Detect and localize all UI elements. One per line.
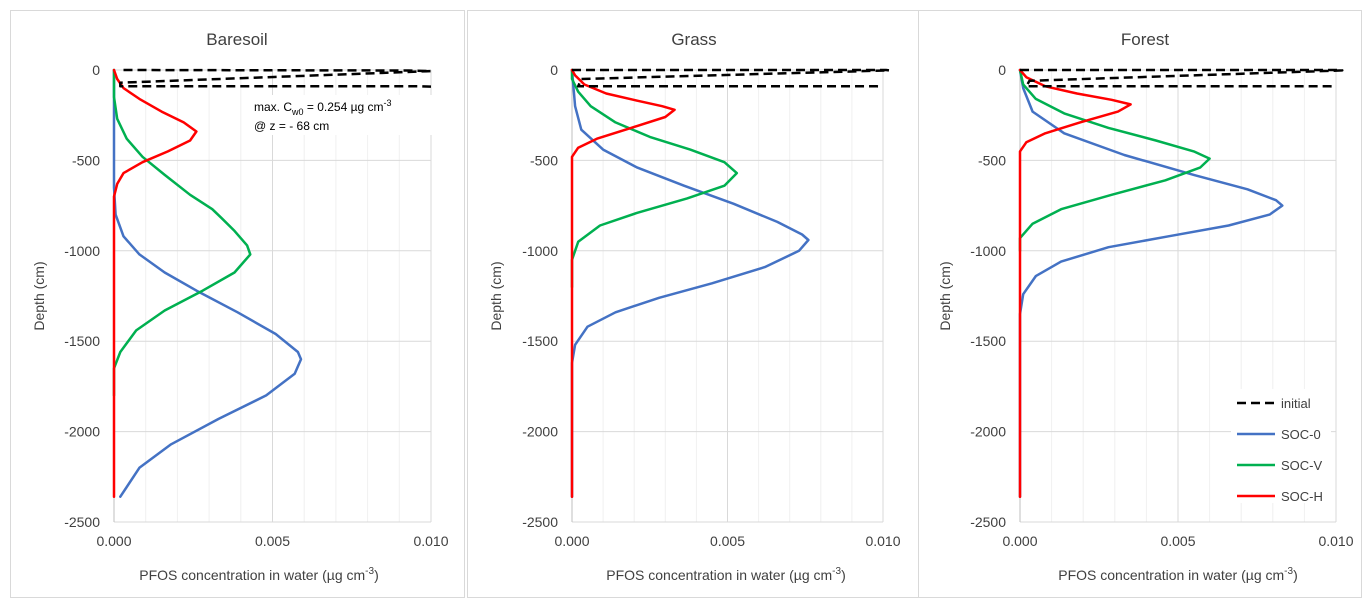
legend: initial SOC-0 SOC-V SOC-H xyxy=(1231,389,1331,504)
legend-label-soc-v: SOC-V xyxy=(1281,458,1323,473)
x-tick-label: 0.000 xyxy=(554,533,589,549)
y-tick-label: -2000 xyxy=(522,424,558,440)
panel-grass: 0 -500 -1000 -1500 -2000 -2500 0.000 0.005 0.010… xyxy=(488,30,901,583)
x-axis-label-superscript: -3 xyxy=(832,566,841,577)
x-axis-label-close: ) xyxy=(374,567,379,583)
y-tick-label: -500 xyxy=(530,152,558,168)
y-tick-label: -1500 xyxy=(522,333,558,349)
chart-title: Baresoil xyxy=(206,30,267,49)
series-line-soc-h xyxy=(1018,68,1132,498)
chart-title: Grass xyxy=(671,30,716,49)
series-line-soc-v xyxy=(112,68,252,397)
x-axis-label: PFOS concentration in water (µg cm-3) xyxy=(1058,566,1298,583)
series-line-soc-h xyxy=(570,68,676,498)
panel-baresoil: 0 -500 -1000 -1500 -2000 -2500 0.000 0.005 0.010… xyxy=(31,30,449,583)
annotation-subscript: w0 xyxy=(291,107,304,117)
y-tick-label: 0 xyxy=(998,62,1006,78)
y-tick-label: -1000 xyxy=(64,243,100,259)
annotation-text: max. C xyxy=(254,100,292,114)
panel-forest: 0 -500 -1000 -1500 -2000 -2500 0.000 0.005 0.010… xyxy=(937,30,1354,583)
series-line-soc-h xyxy=(112,68,198,498)
y-tick-label: -1000 xyxy=(970,243,1006,259)
x-axis-label: PFOS concentration in water (µg cm-3) xyxy=(606,566,846,583)
x-tick-label: 0.000 xyxy=(1002,533,1037,549)
series-line-soc-0 xyxy=(570,68,810,498)
chart-title: Forest xyxy=(1121,30,1169,49)
annotation-background xyxy=(250,95,432,135)
annotation-line-1: max. Cw0 = 0.254 µg cm-3 xyxy=(254,98,392,117)
x-tick-label: 0.010 xyxy=(865,533,900,549)
legend-background xyxy=(1231,389,1331,503)
y-tick-label: -500 xyxy=(72,152,100,168)
y-tick-label: -2500 xyxy=(970,514,1006,530)
annotation-line-2: @ z = - 68 cm xyxy=(254,119,329,133)
annotation-text: = 0.254 µg cm xyxy=(304,100,384,114)
legend-label-initial: initial xyxy=(1281,396,1311,411)
y-axis-label: Depth (cm) xyxy=(937,261,953,330)
y-tick-label: -500 xyxy=(978,152,1006,168)
y-tick-label: -1500 xyxy=(64,333,100,349)
legend-label-soc-h: SOC-H xyxy=(1281,489,1323,504)
x-axis-label-close: ) xyxy=(1293,567,1298,583)
x-tick-label: 0.005 xyxy=(710,533,745,549)
x-axis-label-text: PFOS concentration in water (µg cm xyxy=(139,567,365,583)
x-tick-label: 0.000 xyxy=(96,533,131,549)
y-tick-label: -1500 xyxy=(970,333,1006,349)
series-line-soc-0 xyxy=(112,68,303,498)
x-tick-label: 0.010 xyxy=(1318,533,1353,549)
y-tick-label: -1000 xyxy=(522,243,558,259)
x-axis-label-text: PFOS concentration in water (µg cm xyxy=(606,567,832,583)
x-axis-label-close: ) xyxy=(841,567,846,583)
y-tick-label: -2500 xyxy=(64,514,100,530)
y-tick-label: -2000 xyxy=(970,424,1006,440)
x-tick-label: 0.005 xyxy=(255,533,290,549)
y-tick-label: 0 xyxy=(92,62,100,78)
x-axis-label-superscript: -3 xyxy=(1284,566,1293,577)
series-line-soc-v xyxy=(570,68,739,289)
series-line-initial xyxy=(572,68,891,88)
y-tick-label: -2000 xyxy=(64,424,100,440)
y-axis-label: Depth (cm) xyxy=(31,261,47,330)
x-axis-label-text: PFOS concentration in water (µg cm xyxy=(1058,567,1284,583)
y-axis-label: Depth (cm) xyxy=(488,261,504,330)
panel-frame-grass xyxy=(467,10,920,598)
x-tick-label: 0.010 xyxy=(413,533,448,549)
series-line-initial xyxy=(1020,68,1344,88)
y-tick-label: -2500 xyxy=(522,514,558,530)
y-tick-label: 0 xyxy=(550,62,558,78)
x-axis-label-superscript: -3 xyxy=(365,566,374,577)
series-line-initial xyxy=(119,68,433,88)
x-tick-label: 0.005 xyxy=(1160,533,1195,549)
legend-label-soc-0: SOC-0 xyxy=(1281,427,1321,442)
annotation-superscript: -3 xyxy=(384,98,392,108)
series-line-soc-v xyxy=(1018,68,1211,253)
x-axis-label: PFOS concentration in water (µg cm-3) xyxy=(139,566,379,583)
